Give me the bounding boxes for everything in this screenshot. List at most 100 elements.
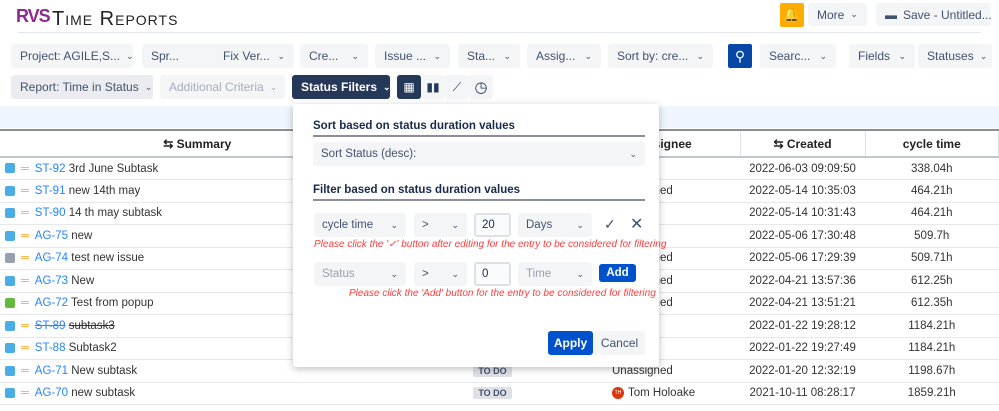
issue-key-link[interactable]: AG-70 — [34, 387, 69, 400]
filter-dropdown[interactable]: Issue ... ⌄ — [375, 44, 450, 68]
filter-label: Fields — [858, 49, 891, 63]
filter-unit-select[interactable]: Days ⌄ — [518, 213, 592, 237]
issue-key-link[interactable]: ST-91 — [34, 184, 66, 197]
field-value: Status — [322, 268, 355, 280]
add-filter-button[interactable]: Add — [599, 264, 636, 282]
filter-dropdown[interactable]: Project: AGILE,S... ⌄ — [11, 44, 134, 68]
remove-x-icon[interactable]: ✕ — [630, 216, 644, 233]
filter-value-input[interactable]: 20 — [474, 213, 511, 237]
cycle-time-header-label: cycle time — [902, 136, 961, 151]
chevron-down-icon: ⌄ — [433, 50, 441, 61]
search-button[interactable]: ⚲ — [728, 44, 752, 68]
issue-key-link[interactable]: AG-75 — [34, 229, 69, 242]
issue-key-link[interactable]: ST-89 — [34, 319, 66, 332]
table-view-icon[interactable]: ▦ — [397, 75, 421, 99]
filter-operator-select[interactable]: > ⌄ — [414, 213, 467, 237]
value-text: 0 — [482, 268, 489, 280]
new-filter-field-select[interactable]: Status ⌄ — [314, 262, 406, 286]
issue-key-link[interactable]: AG-73 — [34, 274, 69, 287]
new-filter-operator-select[interactable]: > ⌄ — [414, 262, 467, 286]
cycle-time-cell: 1184.21h — [865, 314, 999, 338]
filter-dropdown[interactable]: Cre... ⌄ — [300, 44, 368, 68]
filter-field-select[interactable]: cycle time ⌄ — [314, 213, 406, 237]
add-hint: Please click the 'Add' button for the en… — [349, 288, 656, 299]
issue-key-link[interactable]: ST-90 — [34, 207, 66, 220]
filter-dropdown[interactable]: Sta... ⌄ — [458, 44, 520, 68]
sort-icon: ⇆ — [773, 136, 787, 151]
issue-key-link[interactable]: ST-92 — [34, 162, 66, 175]
issue-key-link[interactable]: AG-74 — [34, 252, 69, 265]
sort-status-select[interactable]: Sort Status (desc): ⌄ — [313, 142, 645, 166]
subtask-type-icon — [5, 320, 15, 331]
cycle-time-cell: 1184.21h — [865, 337, 999, 360]
cycle-time-cell: 509.7h — [865, 224, 999, 248]
filter-label: Fix Ver... — [223, 49, 270, 63]
status-filters-label: Status Filters — [301, 80, 378, 94]
more-button[interactable]: More ⌄ — [808, 3, 867, 26]
issue-key-link[interactable]: ST-88 — [34, 342, 66, 355]
summary-cell: ═ AG-70 new subtask — [0, 382, 395, 405]
additional-criteria-select: Additional Criteria ⌄ — [160, 75, 285, 99]
chevron-down-icon: ⌄ — [126, 50, 134, 61]
created-cell: 2022-01-20 12:32:19 — [740, 359, 865, 383]
created-cell: 2022-01-22 19:27:49 — [740, 337, 865, 360]
additional-criteria-label: Additional Criteria — [169, 80, 264, 94]
filter-dropdown[interactable]: Fix Ver... ⌄ — [214, 44, 294, 68]
issue-key-link[interactable]: AG-71 — [34, 364, 69, 377]
status-filters-button[interactable]: Status Filters ⌄ — [292, 75, 391, 99]
created-cell: 2022-05-14 10:31:43 — [740, 202, 865, 225]
cycle-time-cell: 338.04h — [865, 157, 999, 180]
chevron-down-icon: ⌄ — [390, 219, 398, 230]
divider — [18, 32, 981, 33]
sort-section-title: Sort based on status duration values — [313, 120, 645, 137]
chevron-down-icon: ⌄ — [629, 148, 637, 159]
filter-dropdown[interactable]: Statuses ⌄ — [918, 44, 992, 68]
created-cell: 2022-04-21 13:57:36 — [740, 269, 865, 293]
created-cell: 2022-05-06 17:30:48 — [740, 224, 865, 248]
priority-medium-icon: ═ — [21, 274, 29, 287]
unit-value: Time — [526, 268, 552, 280]
status-cell: TO DO — [395, 382, 590, 405]
filter-dropdown[interactable]: Assig... ⌄ — [527, 44, 601, 68]
chevron-down-icon: ⌄ — [979, 50, 988, 61]
filter-dropdown[interactable]: Searc... ⌄ — [760, 44, 836, 68]
report-select[interactable]: Report: Time in Status ⌄ — [11, 75, 153, 99]
status-badge: TO DO — [473, 364, 512, 377]
cycle-time-header[interactable]: cycle time — [865, 129, 999, 158]
issue-key-link[interactable]: AG-72 — [34, 297, 69, 310]
new-filter-value-input[interactable]: 0 — [474, 262, 511, 286]
cycle-time-cell: 509.71h — [865, 247, 999, 270]
issue-summary: new 14th may — [68, 184, 141, 197]
issue-summary: 14 th may subtask — [68, 207, 163, 220]
status-filters-popup: Sort based on status duration values Sor… — [293, 104, 666, 367]
filter-dropdown[interactable]: Sort by: cre... ⌄ — [608, 44, 713, 68]
sort-icon: ⇆ — [163, 136, 177, 151]
chevron-down-icon: ⌄ — [269, 81, 278, 92]
subtask-type-icon — [5, 230, 15, 241]
assignee-cell: TH Tom Holoake — [590, 382, 740, 405]
created-cell: 2021-10-11 08:28:17 — [740, 382, 865, 405]
confirm-check-icon[interactable]: ✓ — [604, 216, 616, 232]
save-button[interactable]: ▬ Save - Untitled... — [876, 3, 992, 26]
clock-icon[interactable]: ◷ — [469, 75, 493, 99]
cancel-button[interactable]: Cancel — [594, 331, 645, 355]
cycle-time-cell: 464.21h — [865, 202, 999, 225]
priority-medium-icon: ═ — [21, 162, 29, 175]
priority-medium-icon: ═ — [21, 297, 29, 310]
filter-dropdown[interactable]: Fields ⌄ — [849, 44, 915, 68]
line-chart-icon[interactable]: ⟋ — [445, 75, 469, 99]
chevron-down-icon: ⌄ — [503, 50, 511, 61]
created-cell: 2022-01-22 19:28:12 — [740, 314, 865, 338]
issue-summary: subtask3 — [68, 319, 115, 332]
priority-medium-icon: ═ — [21, 184, 29, 197]
subtask-type-icon — [5, 365, 15, 376]
apply-button[interactable]: Apply — [548, 331, 593, 355]
chevron-down-icon: ⌄ — [351, 50, 359, 61]
new-filter-unit-select[interactable]: Time ⌄ — [518, 262, 592, 286]
created-header[interactable]: ⇆ Created — [740, 129, 866, 158]
notification-bell-icon[interactable]: 🔔 — [780, 3, 804, 27]
bar-chart-icon[interactable]: ▮▮ — [421, 75, 445, 99]
filter-label: Sta... — [467, 49, 496, 63]
issue-summary: new subtask — [71, 387, 136, 400]
operator-value: > — [422, 219, 429, 231]
